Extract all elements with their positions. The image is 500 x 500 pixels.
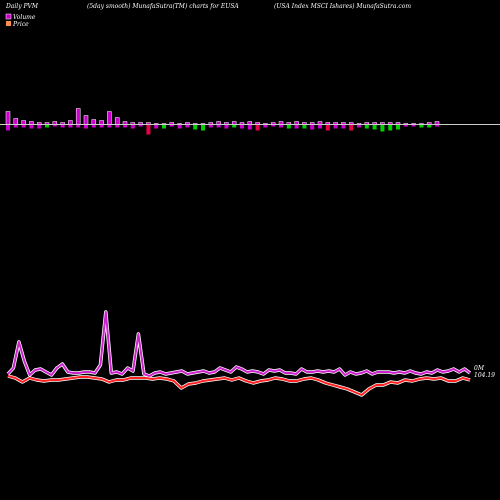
volume-bar-down — [247, 124, 252, 130]
volume-bar-down — [349, 124, 354, 131]
volume-bar-down — [60, 124, 65, 128]
volume-bar-down — [388, 124, 393, 131]
volume-bar-down — [76, 124, 81, 128]
volume-bar-down — [162, 124, 166, 129]
volume-line-shadow — [6, 310, 472, 378]
volume-bar-down — [84, 124, 88, 129]
price-right-label: 104.19 — [474, 372, 495, 379]
volume-bars-group — [5, 108, 440, 135]
volume-bar-up — [21, 120, 26, 125]
volume-bar-down — [364, 124, 369, 129]
volume-bar-down — [302, 124, 307, 129]
volume-bar-up — [68, 120, 73, 125]
volume-bar-down — [403, 124, 408, 127]
volume-bar-down — [177, 124, 182, 129]
volume-bar-down — [201, 124, 205, 131]
volume-bar-down — [193, 124, 198, 130]
volume-bar-up — [114, 117, 120, 125]
volume-bar-down — [263, 124, 268, 128]
volume-bar-down — [372, 124, 377, 130]
volume-bar-down — [99, 124, 104, 128]
volume-bar-down — [68, 124, 73, 128]
volume-bar-down — [123, 124, 127, 128]
volume-bar-down — [107, 124, 112, 128]
volume-bar-down — [21, 124, 26, 128]
volume-bar-down — [6, 124, 10, 131]
legend-volume-label: Volume — [13, 14, 36, 21]
volume-bar-down — [427, 124, 432, 128]
volume-bar-down — [52, 124, 57, 127]
volume-bar-down — [294, 124, 299, 129]
volume-bar-up — [5, 111, 11, 125]
volume-bar-down — [138, 124, 143, 127]
volume-bar-down — [91, 124, 96, 128]
volume-bar-up — [75, 108, 81, 125]
volume-bar-down — [37, 124, 42, 129]
volume-bar-down — [357, 124, 361, 128]
header-center: (5day smooth) MunafaSutra(TM) charts for… — [87, 3, 239, 10]
volume-bar-down — [380, 124, 385, 132]
volume-bar-down — [396, 124, 400, 130]
volume-bar-down — [146, 124, 151, 135]
volume-bar-up — [91, 119, 97, 125]
volume-bar-down — [13, 124, 18, 128]
volume-bar-down — [154, 124, 159, 129]
header-left: Daily PVM — [5, 3, 39, 10]
volume-bar-down — [333, 124, 338, 129]
price-line — [7, 375, 471, 396]
volume-right-label: 0M — [474, 365, 485, 372]
volume-bar-down — [232, 124, 237, 128]
legend-price-swatch — [6, 21, 11, 26]
volume-bar-down — [29, 124, 34, 129]
volume-bar-down — [325, 124, 330, 131]
header-right: (USA Index MSCI Ishares) MunafaSutra.com — [274, 3, 411, 10]
volume-bar-down — [208, 124, 213, 128]
volume-bar-down — [115, 124, 120, 128]
volume-bar-up — [99, 120, 104, 125]
volume-bar-down — [310, 124, 315, 130]
volume-bar-down — [271, 124, 276, 127]
volume-bar-down — [341, 124, 346, 129]
volume-bar-up — [83, 115, 89, 125]
volume-bar-down — [216, 124, 221, 128]
legend-price-label: Price — [12, 21, 29, 28]
volume-bar-down — [185, 124, 190, 128]
volume-bar-up — [13, 118, 19, 125]
volume-bar-down — [286, 124, 291, 129]
legend-volume-swatch — [5, 13, 12, 20]
volume-line — [7, 311, 471, 377]
volume-bar-down — [411, 124, 416, 127]
volume-bar-down — [240, 124, 244, 129]
volume-bar-down — [255, 124, 260, 131]
volume-bar-down — [224, 124, 229, 129]
volume-bar-down — [130, 124, 135, 129]
volume-bar-up — [107, 111, 112, 125]
volume-bar-down — [318, 124, 322, 129]
volume-bar-down — [45, 124, 49, 128]
volume-bar-down — [279, 124, 283, 128]
volume-bar-down — [419, 124, 424, 128]
volume-bar-down — [169, 124, 174, 127]
volume-bar-down — [435, 124, 439, 127]
